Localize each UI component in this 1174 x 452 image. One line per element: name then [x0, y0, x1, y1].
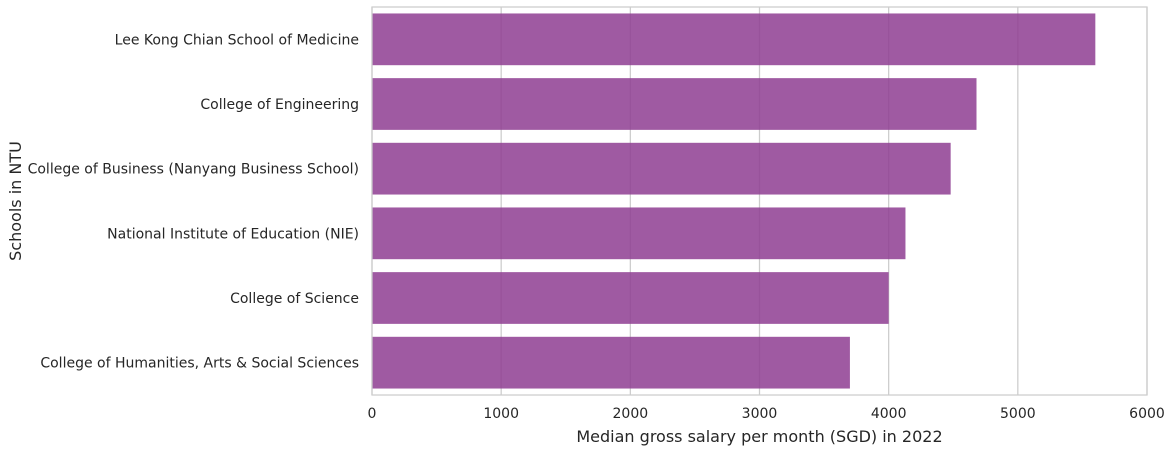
x-tick-label: 1000 [483, 406, 519, 422]
y-tick-label: National Institute of Education (NIE) [107, 226, 359, 242]
y-tick-label: College of Humanities, Arts & Social Sci… [40, 356, 359, 372]
bar [372, 207, 906, 260]
x-tick-label: 3000 [742, 406, 778, 422]
bar [372, 272, 889, 324]
x-axis-title: Median gross salary per month (SGD) in 2… [576, 427, 942, 446]
y-tick-labels: Lee Kong Chian School of Medicine College… [28, 32, 359, 371]
x-tick-label: 5000 [1000, 406, 1036, 422]
x-tick-label: 2000 [613, 406, 649, 422]
bar [372, 142, 951, 195]
x-tick-labels: 0 1000 2000 3000 4000 5000 6000 [368, 406, 1165, 422]
x-tick-label: 6000 [1129, 406, 1165, 422]
x-tick-label: 4000 [871, 406, 907, 422]
bar [372, 336, 850, 389]
bars [372, 13, 1096, 389]
x-tick-label: 0 [368, 406, 377, 422]
y-axis-title: Schools in NTU [6, 141, 25, 261]
bar [372, 78, 977, 130]
plot-frame [371, 6, 1148, 396]
y-tick-label: College of Engineering [200, 97, 359, 113]
y-tick-label: College of Business (Nanyang Business Sc… [28, 162, 359, 178]
bar [372, 13, 1096, 66]
y-tick-label: Lee Kong Chian School of Medicine [115, 32, 359, 48]
y-tick-label: College of Science [230, 291, 359, 307]
